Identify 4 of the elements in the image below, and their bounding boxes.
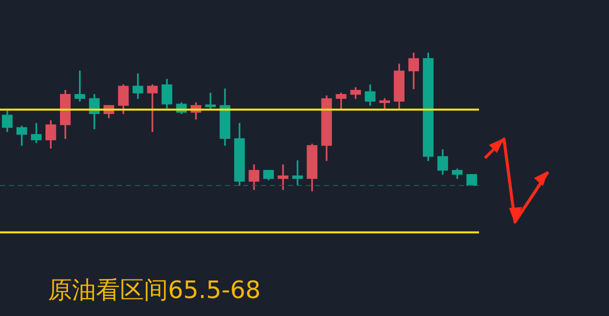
candlestick <box>292 160 303 186</box>
candlestick <box>205 92 216 110</box>
candlestick <box>278 164 288 190</box>
text: 原油看区间65.5-68 <box>48 275 261 306</box>
